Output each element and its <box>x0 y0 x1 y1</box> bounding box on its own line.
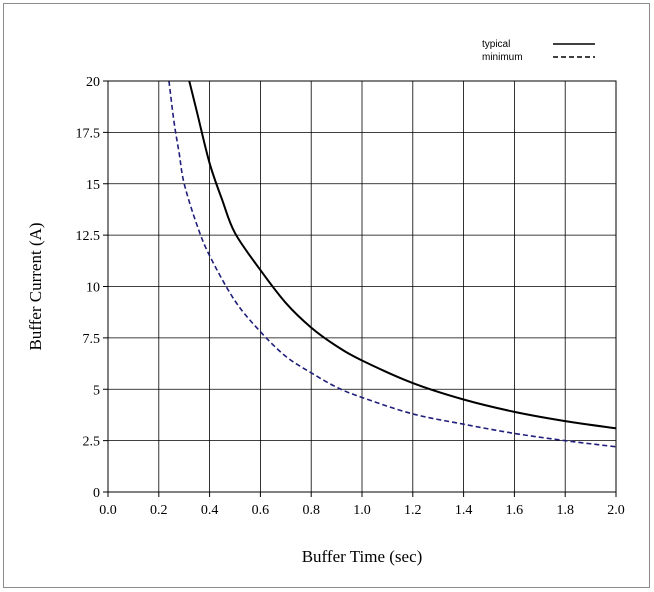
y-tick-label: 10 <box>86 281 100 296</box>
x-tick-labels: 0.0 0.2 0.4 0.6 0.8 1.0 1.2 1.4 1.6 1.8 2.0 <box>99 503 625 518</box>
x-tick-label: 2.0 <box>607 503 625 518</box>
x-tick-label: 0.4 <box>201 503 219 518</box>
legend-label-typical: typical <box>482 39 510 50</box>
series-layer <box>168 80 617 448</box>
grid <box>103 80 617 497</box>
y-tick-label: 0 <box>93 486 100 501</box>
x-tick-label: 0.0 <box>99 503 117 518</box>
y-tick-label: 20 <box>86 75 100 90</box>
y-axis-title: Buffer Current (A) <box>26 222 45 350</box>
legend: typical minimum <box>482 39 595 63</box>
y-tick-label: 15 <box>86 178 100 193</box>
x-tick-label: 0.8 <box>302 503 320 518</box>
x-tick-label: 1.6 <box>506 503 524 518</box>
x-tick-label: 1.4 <box>455 503 473 518</box>
x-axis-title: Buffer Time (sec) <box>302 547 423 566</box>
x-tick-label: 0.6 <box>252 503 270 518</box>
legend-label-minimum: minimum <box>482 52 523 63</box>
y-tick-label: 12.5 <box>76 229 101 244</box>
chart-frame <box>3 3 650 588</box>
y-tick-label: 2.5 <box>83 435 101 450</box>
y-tick-label: 7.5 <box>83 332 101 347</box>
x-tick-label: 1.0 <box>353 503 371 518</box>
x-tick-label: 1.8 <box>556 503 574 518</box>
plot-border <box>107 80 617 493</box>
x-tick-label: 1.2 <box>404 503 422 518</box>
y-tick-label: 17.5 <box>76 126 101 141</box>
series-line-minimum <box>168 80 617 448</box>
y-tick-label: 5 <box>93 383 100 398</box>
y-tick-labels: 0 2.5 5 7.5 10 12.5 15 17.5 20 <box>76 75 101 501</box>
x-tick-label: 0.2 <box>150 503 168 518</box>
series-line-typical <box>188 80 617 430</box>
